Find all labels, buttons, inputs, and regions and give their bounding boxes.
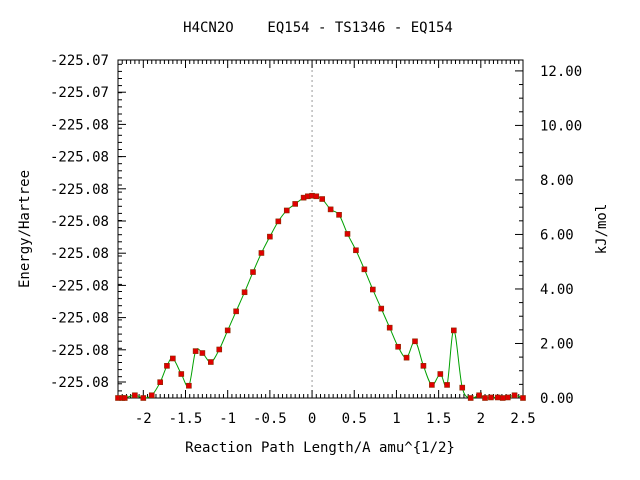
y2-tick-label: 10.00	[540, 118, 582, 134]
data-point	[292, 201, 298, 207]
y-tick-label: -225.08	[50, 343, 109, 359]
y-tick-label: -225.08	[50, 182, 109, 198]
y-tick-label: -225.07	[50, 53, 109, 69]
data-point	[370, 286, 376, 293]
y2-tick-label: 0.00	[540, 391, 574, 407]
data-point	[275, 218, 282, 225]
data-point	[178, 371, 185, 377]
data-point	[140, 395, 147, 401]
y-tick-label: -225.08	[50, 278, 109, 294]
data-point	[241, 289, 248, 296]
data-point	[313, 193, 320, 200]
data-point	[192, 348, 199, 354]
data-point	[412, 338, 418, 345]
data-point	[378, 305, 385, 312]
data-point	[403, 354, 410, 361]
data-point	[224, 327, 231, 334]
data-point	[233, 308, 239, 315]
data-point	[499, 395, 506, 401]
chart-title: H4CN2O EQ154 - TS1346 - EQ154	[183, 20, 453, 36]
data-point	[344, 231, 351, 237]
y-tick-label: -225.08	[50, 311, 109, 327]
data-point	[148, 392, 155, 399]
data-point	[467, 395, 474, 401]
data-point	[319, 196, 325, 202]
y2-tick-label: 12.00	[540, 64, 582, 80]
data-point	[386, 324, 393, 331]
data-point	[451, 327, 457, 334]
y-tick-label: -225.08	[50, 150, 109, 166]
y2-axis-label: kJ/mol	[594, 204, 610, 255]
data-point	[488, 394, 494, 401]
y-tick-label: -225.08	[50, 214, 109, 230]
data-point	[520, 395, 526, 401]
y-axis-left: -225.08 -225.08 -225.08 -225.08 -225.08 -225.…	[50, 53, 126, 399]
plot-frame	[117, 59, 524, 399]
data-point	[429, 382, 435, 388]
data-point	[250, 269, 256, 275]
data-point	[353, 247, 359, 254]
data-point	[186, 382, 192, 389]
data-point	[258, 250, 265, 256]
y2-tick-label: 4.00	[540, 282, 574, 298]
data-point	[505, 394, 511, 401]
x-tick-label: -2	[135, 411, 152, 427]
y-axis-right: 0.00 2.00 4.00 6.00 8.00 10.00 12.00	[515, 64, 582, 407]
data-point	[511, 392, 518, 399]
data-point	[361, 266, 368, 273]
series-markers	[115, 192, 526, 401]
y-tick-label: -225.08	[50, 117, 109, 133]
y2-tick-label: 2.00	[540, 336, 574, 352]
x-tick-label: 1	[392, 411, 400, 427]
data-point	[164, 363, 170, 369]
data-point	[476, 392, 482, 399]
data-point	[283, 207, 290, 214]
data-point	[267, 233, 273, 240]
x-tick-label: -0.5	[253, 411, 287, 427]
data-point	[437, 371, 444, 377]
y-axis-label: Energy/Hartree	[17, 170, 33, 288]
data-point	[199, 350, 206, 356]
series-line	[118, 195, 524, 399]
data-point	[157, 379, 163, 385]
data-point	[170, 355, 176, 362]
x-tick-label: 1.5	[426, 411, 451, 427]
data-point	[482, 395, 488, 401]
data-point	[121, 395, 128, 401]
data-point	[395, 343, 401, 350]
y-tick-label: -225.07	[50, 85, 109, 101]
data-point	[216, 346, 223, 353]
x-tick-label: -1	[219, 411, 236, 427]
x-axis: -2 -1.5 -1 -0.5 0 0.5 1 1.5 2 2.5	[121, 60, 536, 427]
data-point	[459, 384, 466, 391]
data-point	[336, 212, 342, 218]
data-point	[132, 392, 138, 399]
y2-tick-label: 8.00	[540, 173, 574, 189]
x-tick-label: 0	[308, 411, 316, 427]
data-point	[208, 359, 214, 365]
data-point	[494, 394, 501, 401]
x-tick-label: 2.5	[510, 411, 535, 427]
data-point	[444, 382, 450, 388]
y-tick-label: -225.08	[50, 375, 109, 391]
x-axis-label: Reaction Path Length/A amu^{1/2}	[185, 440, 455, 456]
x-tick-label: 0.5	[342, 411, 367, 427]
x-tick-label: -1.5	[169, 411, 203, 427]
y2-tick-label: 6.00	[540, 227, 574, 243]
data-point	[420, 363, 427, 369]
y-tick-label: -225.08	[50, 246, 109, 262]
data-point	[327, 206, 334, 213]
x-tick-label: 2	[477, 411, 485, 427]
